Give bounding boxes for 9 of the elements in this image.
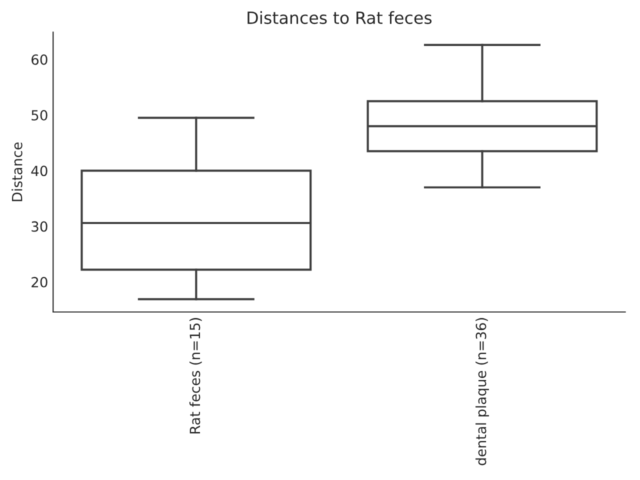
y-tick-label: 20 xyxy=(32,276,48,288)
y-tick-label: 30 xyxy=(32,221,48,232)
y-axis-title: Distance xyxy=(12,142,22,202)
y-tick-label: 40 xyxy=(31,166,48,176)
x-tick-label: dental plaque (n=36) xyxy=(476,318,489,466)
y-tick-label: 50 xyxy=(32,110,48,121)
x-tick-label: Rat feces (n=15) xyxy=(189,318,202,434)
chart-title: Distances to Rat feces xyxy=(248,11,432,24)
y-tick-label: 60 xyxy=(32,54,48,65)
